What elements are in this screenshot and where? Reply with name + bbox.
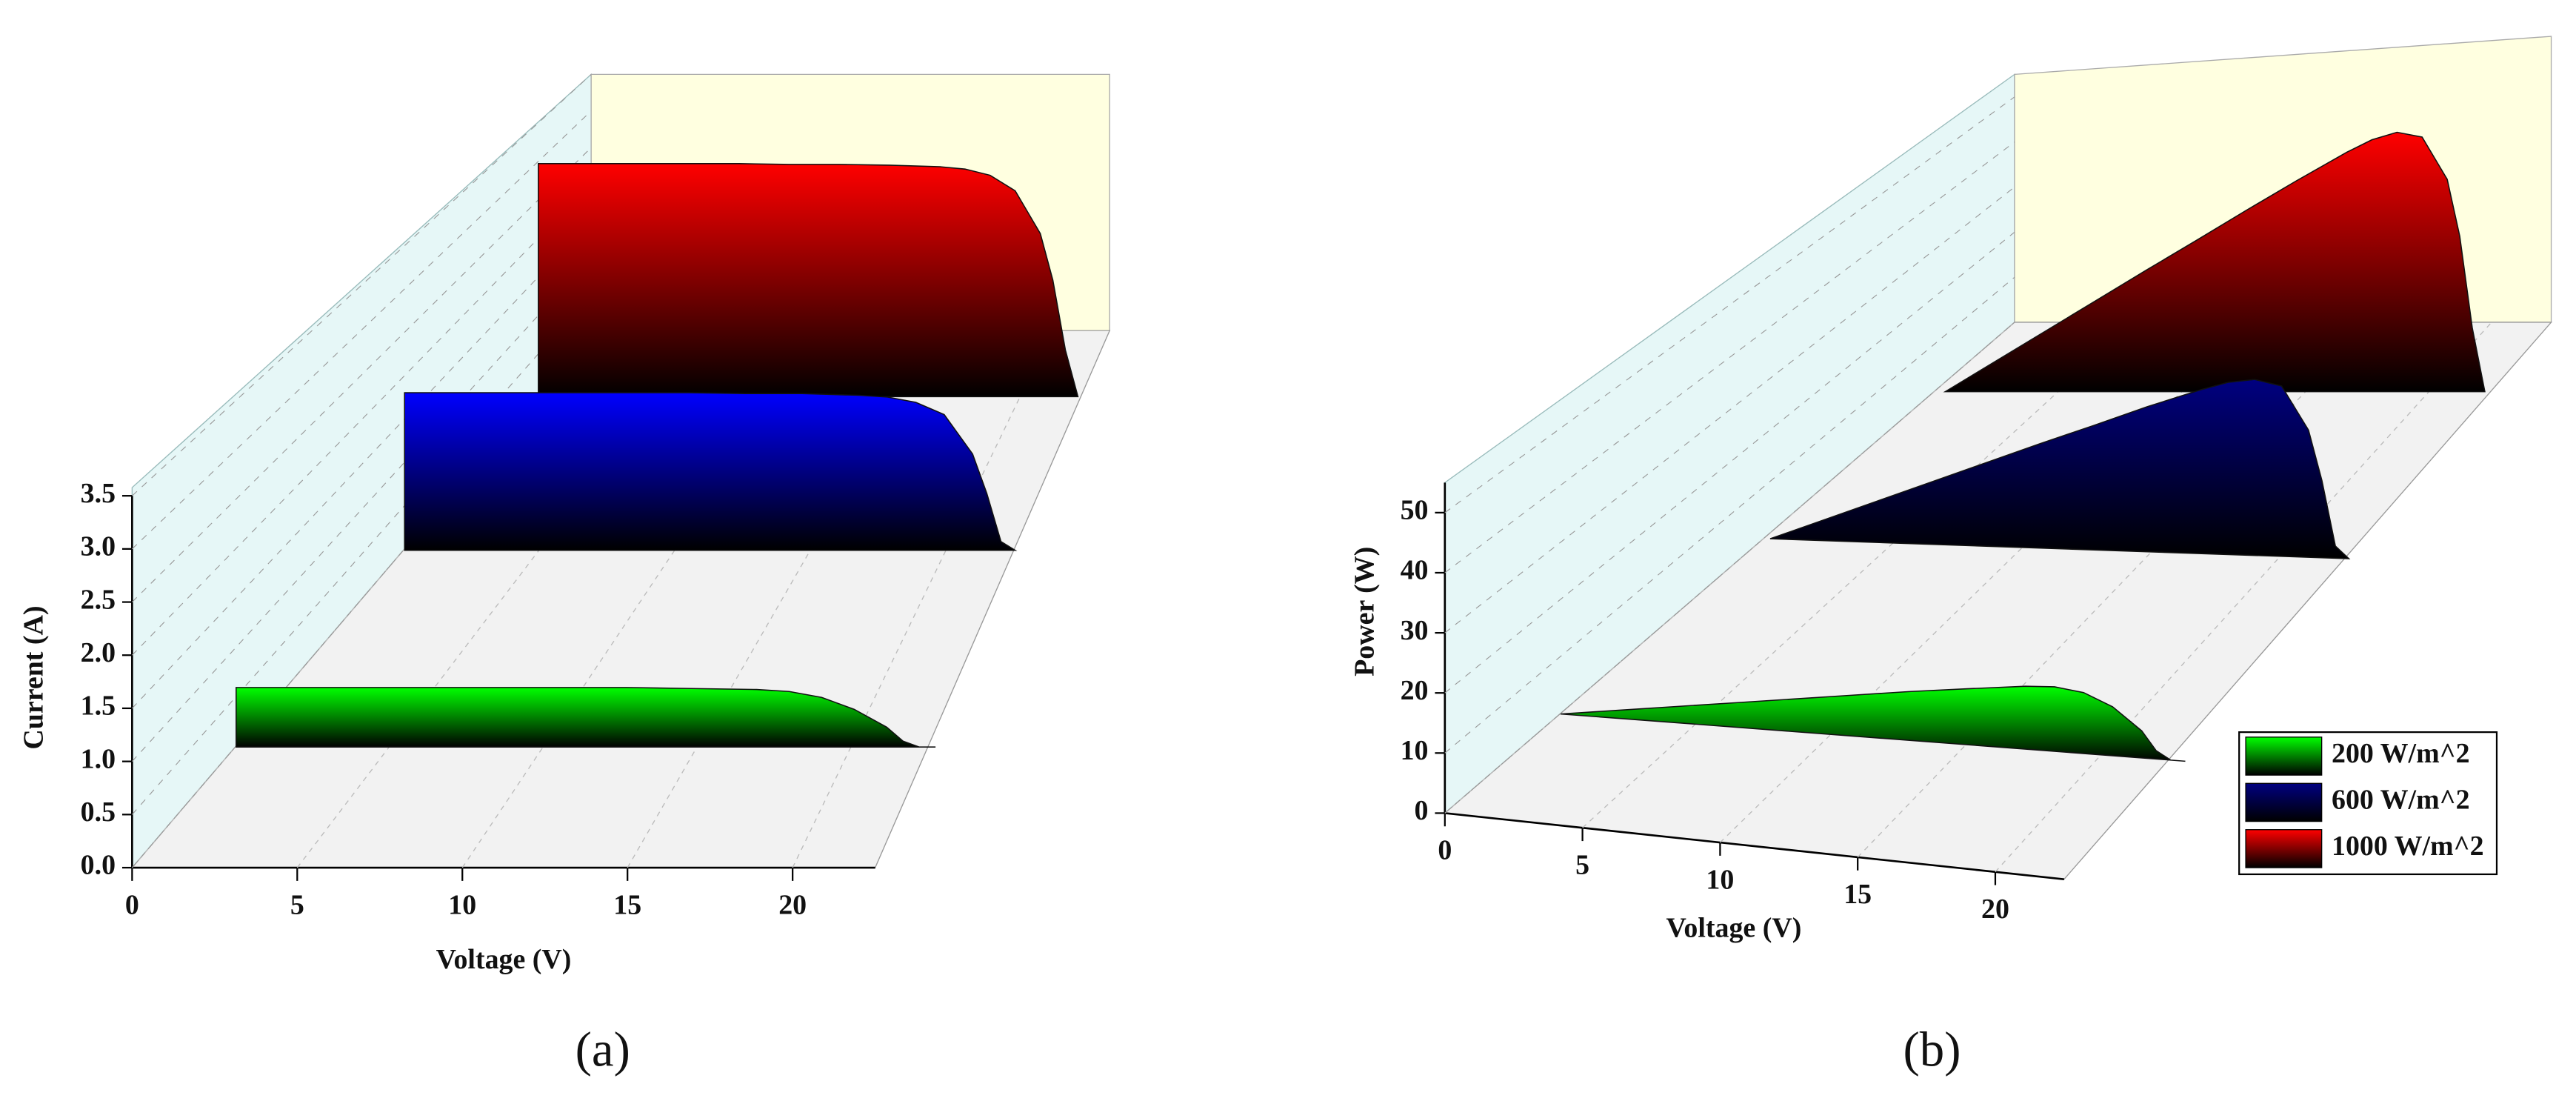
ribbon: [538, 163, 1079, 398]
y-axis-label: Power (W): [1349, 547, 1381, 676]
y-tick-label: 40: [1401, 555, 1429, 586]
y-tick-label: 3.5: [81, 478, 116, 509]
x-tick-label: 20: [778, 889, 807, 920]
y-grid-line: [131, 110, 592, 550]
x-tick-label: 0: [1438, 835, 1452, 866]
legend-label: 600 W/m^2: [2332, 785, 2470, 816]
x-tick-label: 5: [290, 889, 304, 920]
panel-label: (b): [1903, 1022, 1961, 1077]
ribbon: [1943, 131, 2486, 393]
ribbon: [1560, 685, 2186, 762]
x-tick-label: 20: [1981, 894, 2009, 925]
y-grid-line: [1444, 96, 2015, 513]
y-grid-line: [1444, 142, 2015, 573]
y-tick-label: 30: [1401, 615, 1429, 646]
y-tick-label: 2.5: [81, 584, 116, 615]
y-grid-line: [1444, 231, 2015, 694]
legend-swatch: [2245, 782, 2323, 822]
x-axis-label: Voltage (V): [436, 944, 572, 975]
legend-swatch: [2245, 829, 2323, 868]
y-axis-label: Current (A): [19, 605, 50, 749]
ribbon: [1769, 379, 2351, 559]
x-tick-label: 0: [125, 889, 139, 920]
y-tick-label: 50: [1401, 495, 1429, 526]
y-tick-label: 1.5: [81, 691, 116, 722]
panel-label: (a): [575, 1022, 630, 1077]
y-grid-line: [131, 147, 592, 602]
y-tick-label: 10: [1401, 735, 1429, 766]
x-tick-label: 5: [1575, 849, 1589, 880]
x-tick-label: 10: [448, 889, 476, 920]
legend-swatch: [2245, 736, 2323, 776]
legend-label: 200 W/m^2: [2332, 738, 2470, 769]
ribbon: [404, 392, 1018, 551]
y-tick-label: 20: [1401, 675, 1429, 706]
x-tick-label: 15: [613, 889, 641, 920]
legend-label: 1000 W/m^2: [2332, 831, 2484, 862]
y-grid-line: [131, 220, 592, 709]
y-tick-label: 0.0: [81, 850, 116, 881]
x-grid-line: [296, 330, 707, 868]
x-tick-label: 10: [1706, 864, 1734, 895]
x-axis-label: Voltage (V): [1666, 912, 1802, 943]
y-grid-line: [131, 73, 592, 496]
x-grid-line: [792, 330, 1053, 868]
y-grid-line: [1444, 276, 2015, 754]
y-tick-label: 1.0: [81, 743, 116, 774]
y-tick-label: 3.0: [81, 531, 116, 562]
y-tick-label: 0.5: [81, 797, 116, 828]
y-grid-line: [1444, 322, 2015, 814]
x-grid-line: [1995, 322, 2492, 873]
x-axis: [1444, 812, 2065, 880]
y-grid-line: [131, 184, 592, 656]
ribbon: [236, 687, 936, 748]
y-grid-line: [131, 293, 592, 815]
y-tick-label: 0: [1415, 795, 1429, 826]
y-grid-line: [1444, 187, 2015, 634]
x-tick-label: 15: [1843, 879, 1872, 910]
y-tick-label: 2.0: [81, 637, 116, 668]
